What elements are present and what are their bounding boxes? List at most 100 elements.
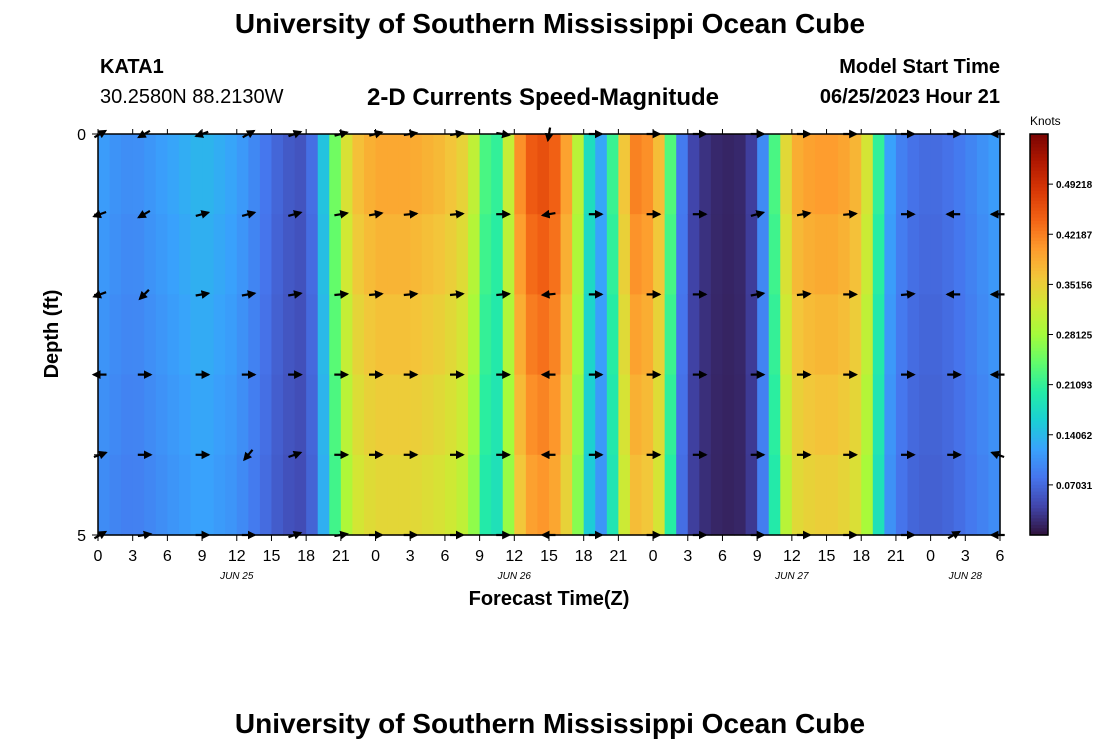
station-coordinates: 30.2580N 88.2130W	[100, 86, 284, 108]
x-tick-label: 15	[263, 548, 281, 565]
heatmap-cell	[745, 214, 758, 295]
heatmap-cell	[572, 134, 585, 215]
colorbar-segment	[1030, 441, 1048, 446]
x-tick-label: 21	[887, 548, 905, 565]
colorbar-segment	[1030, 284, 1048, 289]
colorbar-segment	[1030, 421, 1048, 426]
heatmap-cell	[768, 214, 781, 295]
current-arrow	[334, 290, 350, 299]
heatmap-cell	[259, 294, 273, 376]
heatmap-cell	[618, 454, 631, 536]
heatmap-cell	[884, 214, 897, 295]
current-arrow	[93, 450, 108, 460]
heatmap-cell	[919, 214, 932, 295]
heatmap-cell	[595, 454, 608, 536]
heatmap-cell	[768, 134, 781, 215]
heatmap-cell	[340, 374, 354, 456]
heatmap-cell	[225, 134, 238, 215]
heatmap-cell	[976, 134, 990, 215]
colorbar-segment	[1030, 184, 1048, 189]
colorbar-segment	[1030, 337, 1048, 342]
heatmap-cell	[421, 294, 434, 376]
heatmap-cell	[606, 134, 619, 215]
heatmap-cell	[213, 454, 226, 536]
heatmap-cell	[953, 214, 966, 295]
heatmap-cell	[375, 374, 388, 456]
heatmap-cell	[884, 374, 897, 456]
heatmap-cell	[248, 374, 261, 456]
colorbar-tick-label: 0.49218	[1056, 180, 1093, 191]
date-label: JUN 27	[774, 571, 809, 582]
current-arrow	[288, 290, 303, 299]
heatmap-cell	[976, 374, 990, 456]
heatmap-cell	[838, 134, 851, 215]
current-arrow	[843, 209, 858, 219]
heatmap-cell	[155, 454, 168, 536]
heatmap-cell	[572, 214, 585, 295]
heatmap-cell	[722, 454, 735, 536]
heatmap-cell	[919, 374, 932, 456]
x-axis-label: Forecast Time(Z)	[469, 588, 630, 610]
colorbar-tick-label: 0.35156	[1056, 280, 1093, 291]
heatmap-cell	[525, 454, 539, 536]
colorbar-segment	[1030, 494, 1048, 499]
x-tick-label: 3	[406, 548, 415, 565]
heatmap-cell	[757, 214, 770, 295]
heatmap-cell	[826, 454, 839, 536]
x-tick-label: 9	[198, 548, 207, 565]
heatmap-cell	[433, 374, 446, 456]
heatmap-cell	[583, 374, 596, 456]
heatmap-cell	[560, 454, 573, 536]
colorbar-segment	[1030, 448, 1048, 453]
heatmap-cell	[814, 374, 828, 456]
heatmap-cell	[433, 134, 446, 215]
colorbar-segment	[1030, 408, 1048, 412]
colorbar-segment	[1030, 277, 1048, 282]
colorbar-segment	[1030, 524, 1048, 529]
heatmap-cell	[491, 294, 504, 376]
colorbar-segment	[1030, 484, 1048, 489]
colorbar-segment	[1030, 294, 1048, 299]
heatmap-cell	[549, 134, 562, 215]
heatmap-cell	[248, 214, 261, 295]
heatmap-cell	[283, 374, 296, 456]
heatmap-cell	[861, 134, 874, 215]
x-tick-label: 6	[718, 548, 727, 565]
heatmap-cell	[363, 294, 377, 376]
heatmap-cell	[734, 214, 747, 295]
heatmap-cell	[98, 454, 111, 536]
colorbar-segment	[1030, 504, 1048, 509]
heatmap-cell	[317, 134, 330, 215]
colorbar-segment	[1030, 254, 1048, 259]
heatmap-cell	[895, 214, 909, 295]
colorbar-segment	[1030, 478, 1048, 483]
x-tick-label: 15	[818, 548, 836, 565]
current-arrow	[288, 210, 303, 219]
colorbar-segment	[1030, 331, 1048, 336]
heatmap-cell	[629, 214, 643, 295]
heatmap-cell	[699, 214, 712, 295]
colorbar-segment	[1030, 397, 1048, 402]
heatmap-cell	[618, 374, 631, 456]
heatmap-cell	[363, 214, 377, 295]
heatmap-cell	[225, 454, 238, 536]
colorbar-tick-label: 0.28125	[1056, 331, 1093, 342]
current-arrow	[449, 209, 465, 219]
heatmap-cell	[410, 134, 423, 215]
heatmap-cell	[225, 374, 238, 456]
heatmap-cell	[595, 214, 608, 295]
heatmap-cell	[699, 454, 712, 536]
heatmap-cell	[398, 454, 411, 536]
heatmap-cell	[537, 134, 550, 215]
heatmap-cell	[479, 454, 492, 536]
heatmap-cell	[757, 454, 770, 536]
x-tick-label: 18	[852, 548, 870, 565]
colorbar-segment	[1030, 297, 1048, 302]
heatmap-cell	[734, 134, 747, 215]
heatmap-cell	[687, 294, 700, 376]
colorbar-tick-label: 0.14062	[1056, 431, 1093, 442]
current-arrow	[540, 289, 556, 299]
heatmap-cell	[271, 134, 284, 215]
heatmap-cell	[606, 374, 619, 456]
heatmap-cell	[965, 454, 978, 536]
